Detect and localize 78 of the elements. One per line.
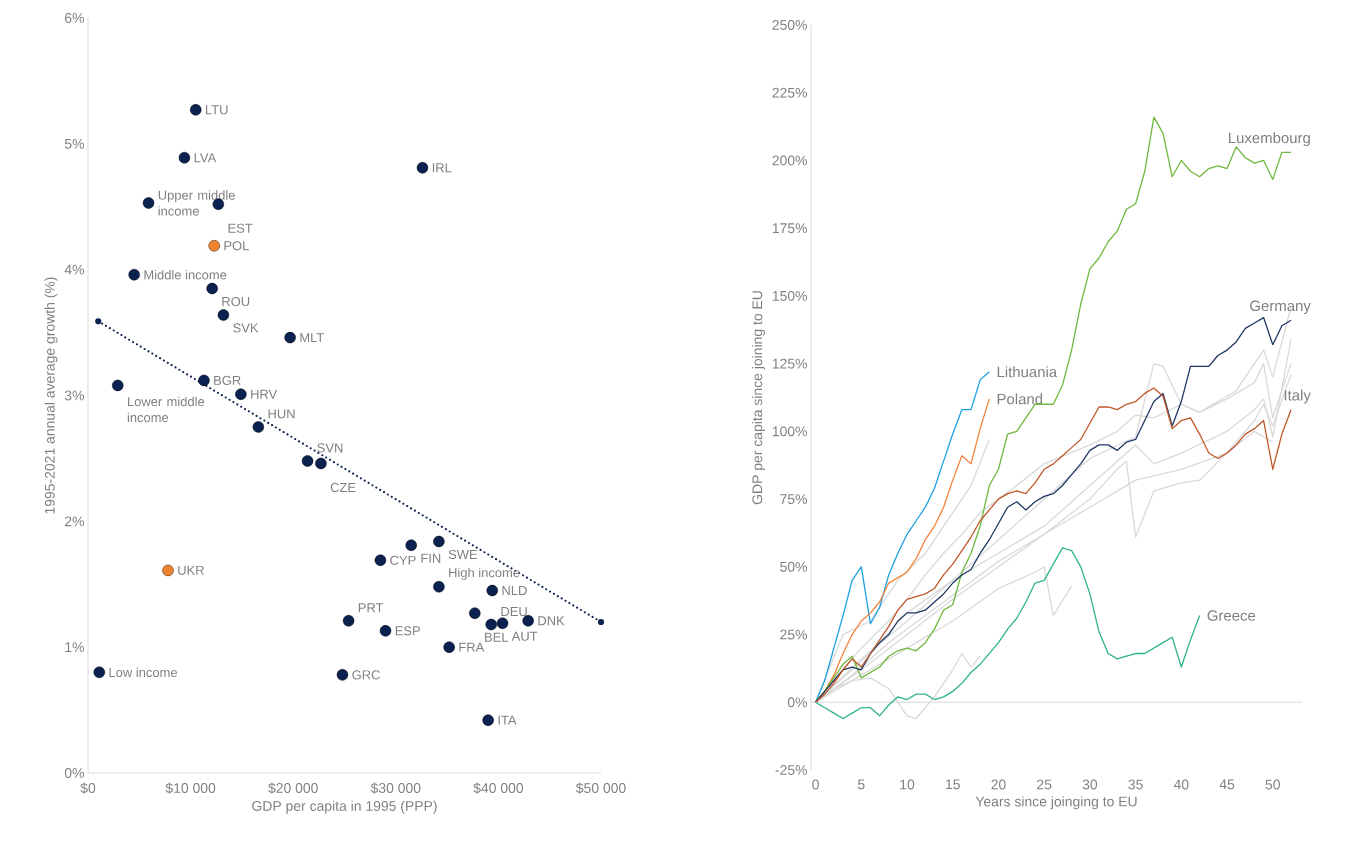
y-tick-label: 200% [772,155,807,166]
y-tick-label: -25% [775,765,807,775]
annotation: LTU [205,105,228,115]
x-tick-label: $10 000 [165,782,216,794]
series-label: Germany [1250,300,1311,315]
series-label: Luxembourg [1228,132,1310,147]
y-tick-label: 250% [772,20,807,30]
series-label: Poland [997,393,1043,405]
annotation: GRC [352,670,380,680]
y-tick-label: 1% [65,642,84,653]
y-tick-label: 4% [64,264,84,275]
annotation: MLT [300,333,324,343]
annotation: BEL [485,632,509,642]
x-tick-label: 15 [946,779,960,790]
annotation: POL [224,241,249,251]
x-tick-label: 0 [812,779,819,790]
x-tick-label: 40 [1173,779,1189,790]
annotation: Lower middle income [127,396,205,423]
annotation: HRV [251,389,278,399]
y-tick-label: 225% [772,87,807,98]
series-label: Lithuania [997,366,1058,378]
annotation: SVK [233,323,259,333]
annotation: DEU [501,607,527,617]
annotation: SVN [317,443,343,453]
annotation: ITA [498,715,517,725]
annotation: ROU [222,296,250,307]
annotation: IRL [432,163,452,173]
annotation: HUN [268,409,295,419]
x-tick-label: 30 [1082,779,1098,790]
annotation: DNK [538,616,565,626]
y-axis-title: GDP per capita since joining to EU [751,291,765,505]
annotation: High income [449,567,520,580]
y-tick-label: 75% [780,494,807,504]
x-tick-label: 5 [857,779,865,790]
annotation: CYP [390,555,416,565]
annotation: AUT [511,631,538,641]
y-tick-label: 0% [787,697,807,708]
annotation: EST [228,223,253,233]
x-tick-label: 45 [1219,779,1235,790]
annotation: Middle income [144,269,227,280]
series-label: Italy [1284,389,1311,404]
y-tick-label: 6% [65,13,84,23]
annotation: PRT [358,603,384,613]
annotation: LVA [194,153,217,163]
x-tick-label: $30 000 [370,782,421,794]
x-axis-title: Years since joinging to EU [975,796,1137,810]
y-tick-label: 50% [780,561,807,572]
annotation: UKR [178,565,204,575]
annotation: ESP [395,626,420,636]
x-tick-label: 25 [1037,779,1052,790]
annotation: FIN [421,553,441,563]
annotation: Upper middle income [158,190,235,216]
x-tick-label: 50 [1265,779,1280,790]
y-tick-label: 100% [772,426,807,437]
y-tick-label: 175% [772,223,807,234]
annotation: BGR [214,375,241,385]
y-tick-label: 25% [780,629,807,640]
x-tick-label: $50 000 [575,782,626,794]
y-tick-label: 150% [772,290,807,301]
y-tick-label: 0% [64,768,84,778]
x-tick-label: 35 [1128,779,1143,790]
y-axis-title: 1995-2021 annual average growth (%) [44,277,58,514]
annotation: NLD [502,586,527,595]
x-tick-label: $20 000 [268,782,318,794]
annotation: SWE [448,549,478,560]
x-tick-label: $40 000 [473,782,524,794]
x-tick-label: $0 [80,782,96,794]
x-tick-label: 10 [900,779,915,790]
y-tick-label: 125% [772,358,807,369]
annotation: FRA [459,642,485,652]
y-tick-label: 3% [64,390,84,401]
series-label: Greece [1207,610,1256,621]
annotation: Low income [109,667,177,678]
y-tick-label: 2% [65,516,84,527]
annotation: CZE [330,482,356,493]
y-tick-label: 5% [64,138,84,149]
x-axis-title: GDP per capita in 1995 (PPP) [252,800,437,814]
x-tick-label: 20 [991,779,1006,790]
